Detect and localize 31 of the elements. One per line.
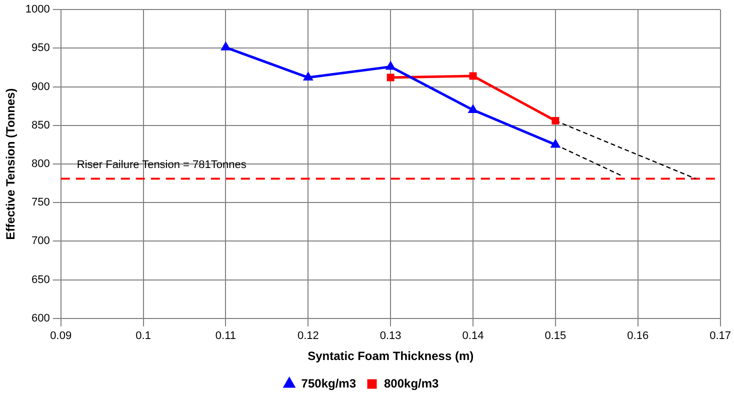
y-tick-label: 800: [32, 158, 50, 170]
y-tick-label: 950: [32, 42, 50, 54]
point: [386, 62, 395, 70]
x-tick-label: 0.09: [50, 330, 72, 342]
y-axis-title: Effective Tension (Tonnes): [4, 88, 18, 240]
point: [551, 140, 560, 148]
x-tick-label: 0.14: [462, 330, 484, 342]
point: [304, 72, 312, 81]
point: [468, 105, 478, 113]
legend-label: 800kg/m3: [384, 376, 440, 390]
y-tick-label: 600: [32, 312, 50, 324]
x-tick-label: 0.17: [710, 330, 732, 342]
x-tick-label: 0.15: [544, 330, 566, 342]
x-tick-label: 0.12: [297, 330, 319, 342]
point: [552, 117, 560, 124]
y-tick-label: 700: [32, 235, 50, 248]
point: [386, 74, 394, 82]
legend-label: 750kg/m3: [301, 376, 356, 390]
point: [469, 72, 477, 80]
y-tick-label: 1000: [25, 4, 50, 16]
x-tick-label: 0.1: [136, 330, 151, 342]
y-tick-label: 900: [32, 80, 50, 93]
x-tick-label: 0.11: [215, 330, 236, 342]
y-tick-label: 650: [32, 274, 50, 286]
x-tick-label: 0.16: [627, 330, 649, 342]
y-tick-label: 850: [32, 119, 50, 132]
point: [221, 42, 230, 50]
x-tick-label: 0.13: [380, 330, 402, 342]
ref-line-label: Riser Failure Tension = 781Tonnes: [76, 159, 247, 172]
x-axis-title: Syntatic Foam Thickness (m): [308, 349, 474, 364]
y-tick-label: 750: [32, 196, 50, 209]
